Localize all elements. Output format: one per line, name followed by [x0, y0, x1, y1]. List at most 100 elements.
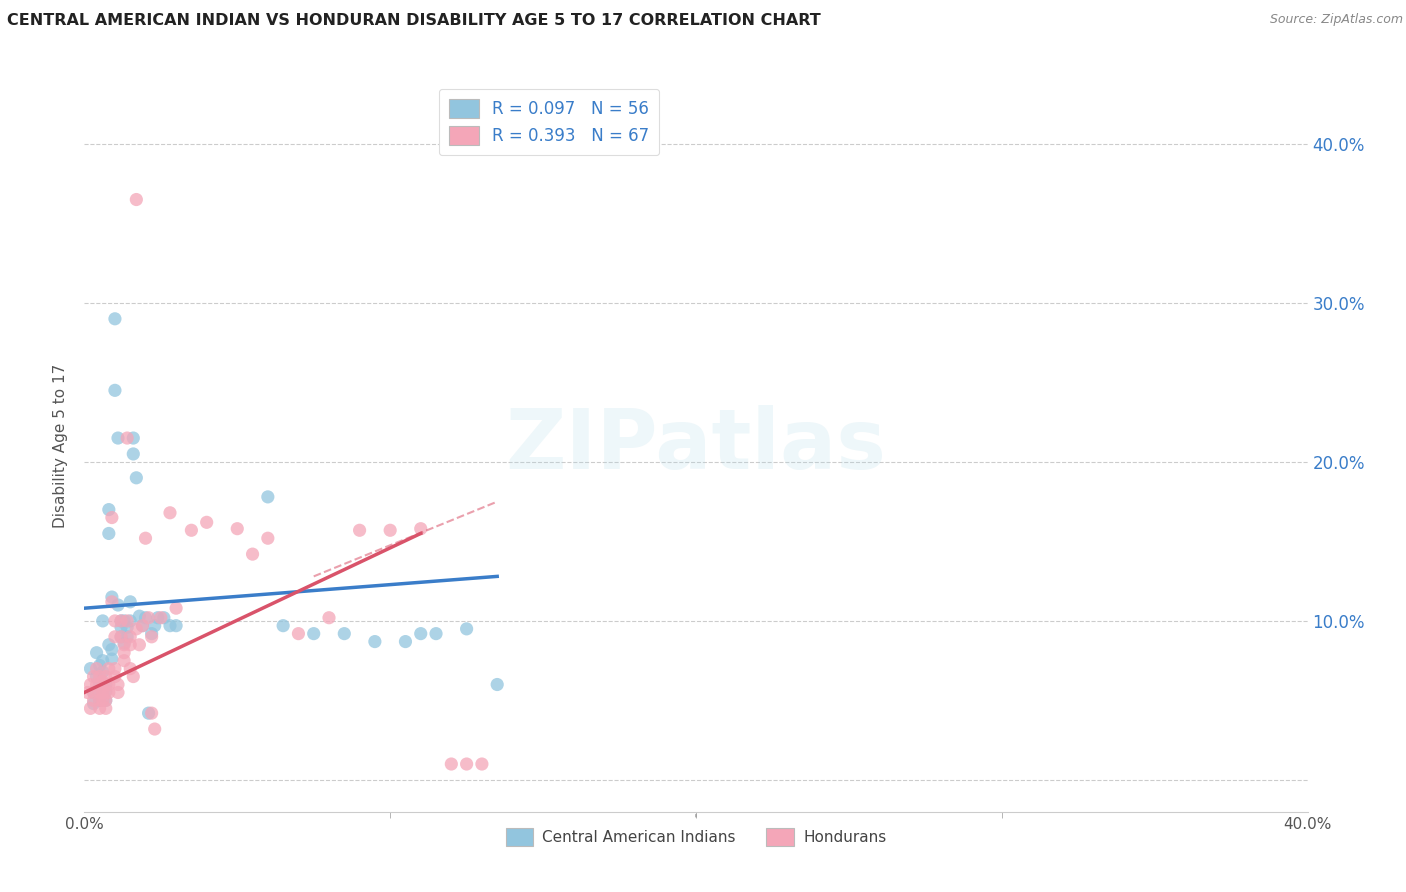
Y-axis label: Disability Age 5 to 17: Disability Age 5 to 17 [53, 364, 69, 528]
Point [165, 618, 187, 632]
Point [86, 662, 108, 676]
Point [104, 384, 127, 398]
Point [94, 677, 117, 691]
Point [318, 611, 340, 625]
Point [115, 431, 138, 445]
Point [104, 662, 127, 676]
Point [110, 620, 132, 634]
Point [83, 697, 105, 711]
Point [257, 490, 280, 504]
Point [120, 662, 142, 676]
Point [153, 611, 176, 625]
Point [97, 685, 120, 699]
Point [94, 693, 117, 707]
Point [110, 630, 132, 644]
Point [141, 630, 163, 644]
Point [149, 611, 172, 625]
Point [409, 522, 432, 536]
Point [143, 618, 166, 632]
Point [101, 652, 124, 666]
Point [94, 693, 117, 707]
Point [97, 526, 120, 541]
Point [83, 685, 105, 699]
Point [456, 757, 478, 772]
Point [101, 642, 124, 657]
Point [89, 693, 111, 707]
Point [287, 626, 309, 640]
Point [364, 634, 387, 648]
Point [146, 611, 169, 625]
Point [115, 620, 138, 634]
Point [76, 685, 98, 699]
Point [122, 447, 145, 461]
Point [94, 669, 117, 683]
Text: ZIPatlas: ZIPatlas [506, 406, 886, 486]
Point [456, 622, 478, 636]
Point [89, 677, 111, 691]
Point [94, 685, 117, 699]
Point [79, 662, 101, 676]
Point [226, 522, 249, 536]
Point [91, 693, 114, 707]
Point [159, 618, 181, 632]
Point [79, 701, 101, 715]
Point [104, 311, 127, 326]
Point [195, 516, 218, 530]
Point [112, 654, 135, 668]
Point [91, 665, 114, 679]
Point [97, 502, 120, 516]
Text: Source: ZipAtlas.com: Source: ZipAtlas.com [1270, 13, 1403, 27]
Point [107, 598, 129, 612]
Point [97, 638, 120, 652]
Point [138, 611, 160, 625]
Point [86, 646, 108, 660]
Point [120, 638, 142, 652]
Point [89, 693, 111, 707]
Point [107, 685, 129, 699]
Point [104, 669, 127, 683]
Point [97, 662, 120, 676]
Point [97, 677, 120, 691]
Point [91, 685, 114, 699]
Point [91, 674, 114, 689]
Point [128, 609, 150, 624]
Point [271, 618, 294, 632]
Point [440, 757, 463, 772]
Point [120, 630, 142, 644]
Point [138, 706, 160, 720]
Point [110, 614, 132, 628]
Point [89, 685, 111, 699]
Point [471, 757, 494, 772]
Point [257, 531, 280, 545]
Point [79, 677, 101, 691]
Point [83, 669, 105, 683]
Point [112, 646, 135, 660]
Point [89, 669, 111, 683]
Point [110, 630, 132, 644]
Point [86, 677, 108, 691]
Point [89, 701, 111, 715]
Point [83, 693, 105, 707]
Point [104, 614, 127, 628]
Point [120, 614, 142, 628]
Point [141, 626, 163, 640]
Point [165, 601, 187, 615]
Point [394, 634, 416, 648]
Point [94, 677, 117, 691]
Point [409, 626, 432, 640]
Point [101, 595, 124, 609]
Point [180, 523, 202, 537]
Point [380, 523, 402, 537]
Point [349, 523, 371, 537]
Point [94, 701, 117, 715]
Point [115, 614, 138, 628]
Point [86, 669, 108, 683]
Point [333, 626, 356, 640]
Point [131, 618, 153, 632]
Point [94, 684, 117, 698]
Point [143, 722, 166, 736]
Point [107, 677, 129, 691]
Point [120, 595, 142, 609]
Point [101, 590, 124, 604]
Point [128, 638, 150, 652]
